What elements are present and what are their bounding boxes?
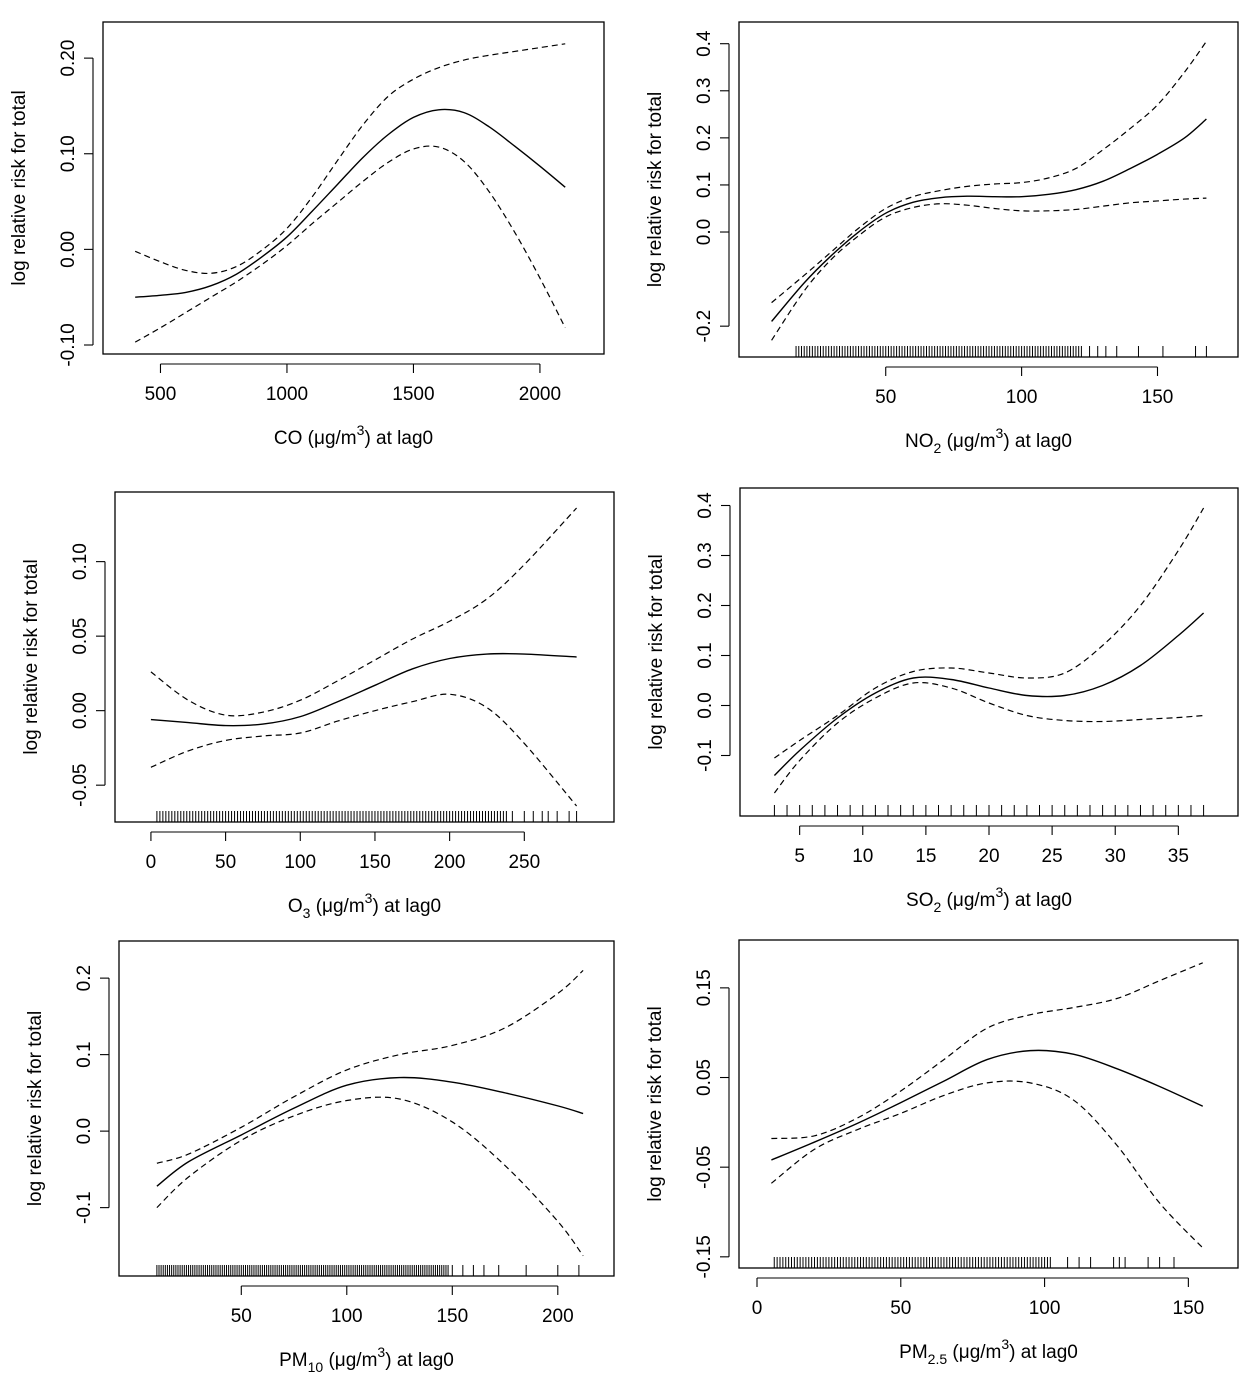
lower-ci-line	[771, 197, 1207, 341]
x-tick-label: 150	[359, 852, 391, 873]
panel-so2: 5 10 15 20 25 30 35 -0.1 0.0 0.1 0.2 0.3 0.4 log rela…	[646, 487, 1239, 915]
y-tick-label: 0.0	[695, 692, 716, 718]
upper-ci-line	[774, 507, 1205, 759]
x-tick-label: 25	[1042, 846, 1063, 867]
x-tick-label: 250	[508, 852, 540, 873]
y-tick-label: 0.4	[694, 30, 715, 57]
estimate-line	[771, 118, 1207, 322]
x-tick-label: 2000	[519, 384, 561, 405]
y-tick-label: 0.15	[694, 969, 715, 1006]
y-tick-label: 0.00	[58, 231, 79, 268]
lower-ci-line	[773, 681, 1204, 794]
y-axis-title: log relative risk for total	[21, 559, 42, 754]
y-axis-title: log relative risk for total	[25, 1011, 46, 1206]
y-axis-title: log relative risk for total	[646, 554, 667, 749]
x-tick-label: 15	[915, 846, 936, 867]
panel-pm10: 50 100 150 200 -0.1 0.0 0.1 0.2 log relative ris…	[25, 940, 615, 1375]
y-axis-title: log relative risk for total	[645, 1006, 666, 1201]
upper-ci-line	[771, 41, 1207, 304]
y-tick-label: -0.10	[58, 323, 79, 366]
x-tick-label: 50	[890, 1298, 911, 1319]
x-tick-label: 50	[875, 387, 896, 408]
upper-ci-line	[156, 970, 584, 1164]
y-tick-label: 0.10	[58, 135, 79, 172]
y-tick-label: 0.10	[70, 543, 91, 580]
x-tick-label: 150	[436, 1306, 468, 1327]
y-tick-label: 0.05	[694, 1059, 715, 1096]
x-axis-title: O3 (μg/m3) at lag0	[288, 890, 441, 921]
y-tick-label: 0.0	[74, 1118, 95, 1144]
x-tick-label: 0	[146, 852, 157, 873]
lower-ci-line	[150, 693, 578, 807]
x-tick-label: 5	[794, 846, 805, 867]
x-tick-label: 100	[1006, 387, 1038, 408]
x-tick-label: 1000	[266, 384, 308, 405]
x-tick-label: 100	[331, 1306, 363, 1327]
x-tick-label: 20	[978, 846, 999, 867]
y-axis-title: log relative risk for total	[645, 92, 666, 287]
panel-o3: 0 50 100 150 200 250 -0.05 0.00 0.05 0.10 log rela…	[21, 491, 615, 921]
y-tick-label: 0.3	[694, 78, 715, 104]
y-tick-label: 0.3	[695, 542, 716, 568]
x-tick-label: 30	[1105, 846, 1126, 867]
x-tick-label: 200	[542, 1306, 574, 1327]
upper-ci-line	[771, 962, 1203, 1140]
y-axis-title: log relative risk for total	[9, 90, 30, 285]
x-tick-label: 200	[434, 852, 466, 873]
x-tick-label: 500	[145, 384, 177, 405]
y-tick-label: 0.1	[695, 642, 716, 668]
plot-frame	[738, 21, 1239, 358]
y-tick-label: -0.05	[694, 1146, 715, 1189]
plot-frame	[114, 491, 615, 823]
x-axis-title: SO2 (μg/m3) at lag0	[906, 884, 1072, 915]
y-tick-label: 0.4	[695, 492, 716, 519]
x-tick-label: 100	[1029, 1298, 1061, 1319]
lower-ci-line	[771, 1080, 1204, 1249]
plot-frame	[118, 940, 615, 1277]
lower-ci-line	[156, 1096, 584, 1257]
y-tick-label: -0.15	[694, 1235, 715, 1278]
estimate-line	[135, 108, 566, 298]
x-tick-label: 50	[231, 1306, 252, 1327]
plot-frame	[739, 487, 1239, 817]
estimate-line	[773, 612, 1205, 776]
panel-no2: 50 100 150 -0.2 0.0 0.1 0.2 0.3 0.4 log relative …	[645, 21, 1239, 456]
y-tick-label: 0.1	[694, 172, 715, 198]
x-tick-label: 150	[1142, 387, 1174, 408]
y-tick-label: 0.0	[694, 219, 715, 245]
estimate-line	[156, 1076, 584, 1187]
y-tick-label: 0.2	[695, 592, 716, 618]
y-tick-label: 0.05	[70, 618, 91, 655]
y-tick-label: -0.2	[694, 310, 715, 343]
y-tick-label: 0.20	[58, 40, 79, 77]
y-tick-label: -0.05	[70, 764, 91, 807]
x-axis-title: PM10 (μg/m3) at lag0	[279, 1344, 454, 1375]
panel-pm25: 0 50 100 150 -0.15 -0.05 0.05 0.15 log relative …	[645, 939, 1239, 1367]
y-tick-label: -0.1	[695, 739, 716, 772]
x-tick-label: 1500	[392, 384, 434, 405]
estimate-line	[150, 652, 577, 727]
x-tick-label: 0	[752, 1298, 763, 1319]
panel-co: 500 1000 1500 2000 -0.10 0.00 0.10 0.20 log rela…	[9, 21, 605, 449]
x-tick-label: 50	[215, 852, 236, 873]
x-tick-label: 35	[1168, 846, 1189, 867]
y-tick-label: 0.00	[70, 692, 91, 729]
x-axis-title: CO (μg/m3) at lag0	[274, 422, 433, 449]
y-tick-label: 0.2	[74, 965, 95, 991]
y-tick-label: -0.1	[74, 1191, 95, 1224]
x-tick-label: 150	[1173, 1298, 1205, 1319]
y-tick-label: 0.1	[74, 1041, 95, 1067]
x-tick-label: 100	[284, 852, 316, 873]
x-axis-title: PM2.5 (μg/m3) at lag0	[899, 1336, 1078, 1367]
upper-ci-line	[150, 507, 578, 717]
x-tick-label: 10	[852, 846, 873, 867]
upper-ci-line	[134, 43, 566, 275]
plot-frame	[738, 939, 1239, 1269]
plot-frame	[102, 21, 605, 355]
estimate-line	[771, 1049, 1204, 1161]
lower-ci-line	[134, 145, 566, 343]
y-tick-label: 0.2	[694, 125, 715, 151]
x-axis-title: NO2 (μg/m3) at lag0	[905, 425, 1072, 456]
